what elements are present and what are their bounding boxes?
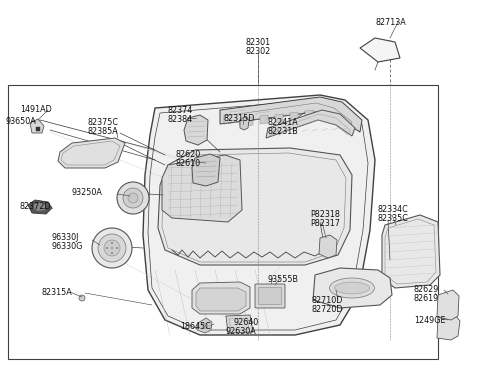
Polygon shape xyxy=(158,148,352,265)
Polygon shape xyxy=(360,38,400,62)
Polygon shape xyxy=(28,200,52,214)
Polygon shape xyxy=(319,235,337,258)
Circle shape xyxy=(111,242,113,244)
Text: 82619: 82619 xyxy=(413,294,438,303)
Circle shape xyxy=(202,323,208,329)
Text: 82231B: 82231B xyxy=(267,127,298,136)
Text: 82374: 82374 xyxy=(168,106,193,115)
Text: 92640: 92640 xyxy=(233,318,258,327)
Circle shape xyxy=(92,228,132,268)
Text: 82335C: 82335C xyxy=(378,214,409,223)
Text: 18645C: 18645C xyxy=(180,322,211,331)
Text: 92630A: 92630A xyxy=(226,327,257,336)
Polygon shape xyxy=(245,117,253,126)
Polygon shape xyxy=(36,127,40,131)
Polygon shape xyxy=(260,115,268,124)
Polygon shape xyxy=(305,110,313,119)
Polygon shape xyxy=(58,138,125,168)
Polygon shape xyxy=(192,282,250,314)
Polygon shape xyxy=(30,119,44,133)
Polygon shape xyxy=(143,95,375,335)
Text: 82315A: 82315A xyxy=(42,288,73,297)
Text: 82384: 82384 xyxy=(168,115,193,124)
Text: 82710D: 82710D xyxy=(311,296,342,305)
Ellipse shape xyxy=(335,282,370,294)
Text: 93250A: 93250A xyxy=(72,188,103,197)
Circle shape xyxy=(123,188,143,208)
Text: 82372D: 82372D xyxy=(20,202,51,211)
Polygon shape xyxy=(33,202,46,211)
Text: P82318: P82318 xyxy=(310,210,340,219)
Text: 93555B: 93555B xyxy=(267,275,298,284)
Text: P82317: P82317 xyxy=(310,219,340,228)
Polygon shape xyxy=(382,215,440,288)
Circle shape xyxy=(240,120,248,128)
Bar xyxy=(8,85,438,359)
Text: 82385A: 82385A xyxy=(87,127,118,136)
Text: 96330G: 96330G xyxy=(52,242,84,251)
Text: 1249GE: 1249GE xyxy=(414,316,445,325)
Text: 82610: 82610 xyxy=(176,159,201,168)
Ellipse shape xyxy=(329,278,374,298)
Polygon shape xyxy=(290,112,298,121)
Text: 82315D: 82315D xyxy=(224,114,255,123)
Text: 82629: 82629 xyxy=(413,285,438,294)
Circle shape xyxy=(79,295,85,301)
Circle shape xyxy=(117,182,149,214)
Text: 82620: 82620 xyxy=(176,150,201,159)
Polygon shape xyxy=(437,290,459,320)
Text: 82241A: 82241A xyxy=(267,118,298,127)
Polygon shape xyxy=(184,115,208,145)
FancyBboxPatch shape xyxy=(255,284,285,308)
FancyBboxPatch shape xyxy=(259,287,281,304)
Polygon shape xyxy=(197,318,212,333)
Circle shape xyxy=(116,247,118,249)
Text: 82301: 82301 xyxy=(245,38,271,47)
Text: 82302: 82302 xyxy=(245,47,271,56)
Text: 82375C: 82375C xyxy=(87,118,118,127)
Polygon shape xyxy=(220,97,362,132)
Circle shape xyxy=(104,240,120,256)
Circle shape xyxy=(98,234,126,262)
Polygon shape xyxy=(437,315,460,340)
Text: 1491AD: 1491AD xyxy=(20,105,52,114)
Text: 82334C: 82334C xyxy=(378,205,409,214)
Polygon shape xyxy=(240,117,249,130)
Polygon shape xyxy=(162,155,242,222)
Text: 82713A: 82713A xyxy=(376,18,407,27)
Polygon shape xyxy=(275,114,283,123)
Polygon shape xyxy=(196,288,246,311)
Circle shape xyxy=(111,252,113,254)
Circle shape xyxy=(128,193,138,203)
Circle shape xyxy=(106,247,108,249)
Polygon shape xyxy=(226,315,253,333)
Circle shape xyxy=(111,247,113,249)
Text: 93650A: 93650A xyxy=(5,117,36,126)
Polygon shape xyxy=(313,268,392,308)
Text: 82720D: 82720D xyxy=(311,305,343,314)
Polygon shape xyxy=(192,154,220,186)
Text: 96330J: 96330J xyxy=(52,233,79,242)
Polygon shape xyxy=(266,110,355,138)
